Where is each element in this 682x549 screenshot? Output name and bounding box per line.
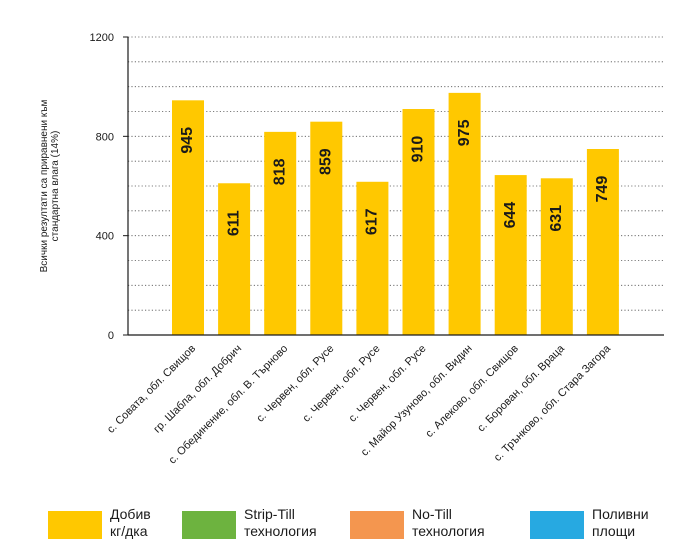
y-axis-label-line: Всички резултати са приравнени към [39,99,50,272]
data-label: 945 [179,127,196,154]
data-label: 644 [502,202,519,229]
bar [540,178,573,335]
y-tick-labels: 0 400 800 1200 [90,32,128,342]
legend-label-strip-till: Strip-Till технология [244,506,317,539]
x-tick-label: с. Червен, обл. Русе [300,343,382,425]
legend-swatch-strip-till [182,511,236,539]
bar-chart: 0 400 800 1200 945 611 818 859 617 910 975 644 631 7… [39,32,664,466]
bar [264,131,297,335]
data-label: 818 [271,158,288,185]
data-label: 631 [548,205,565,232]
legend-swatch-no-till [350,511,404,539]
bar [494,175,527,335]
bar [586,148,619,335]
bar [448,92,481,335]
legend-label-yield: Добив кг/дка [110,506,151,539]
data-label: 749 [594,176,611,203]
x-tick-label: с. Червен, обл. Русе [254,343,336,425]
data-label: 975 [456,119,473,146]
legend: Добив кг/дка Strip-Till технология No-Ti… [0,506,682,549]
data-label: 910 [410,136,427,163]
y-axis-label: Всички резултати са приравнени къмстанда… [39,99,61,272]
x-tick-label: с. Совата, обл. Свищов [105,343,198,436]
legend-label-no-till: No-Till технология [412,506,485,539]
y-tick-label: 400 [96,231,114,243]
y-axis-label-line: стандартна влага (14%) [50,131,61,242]
bar [218,183,251,335]
bar [310,121,343,335]
data-label: 611 [225,210,242,236]
bars: 945 611 818 859 617 910 975 644 631 749 [172,92,619,336]
data-label: 617 [364,208,381,235]
y-tick-label: 0 [108,330,114,342]
x-tick-label: с. Червен, обл. Русе [347,343,429,425]
bar [356,181,389,335]
legend-label-irrigated: Поливни площи [592,506,649,539]
legend-swatch-irrigated [530,511,584,539]
legend-swatch-yield [48,511,102,539]
bar [402,109,435,336]
x-tick-label: гр. Шабла, обл. Добрич [151,343,244,436]
y-tick-label: 1200 [90,32,114,44]
y-tick-label: 800 [96,131,114,143]
gridlines [128,36,664,311]
x-tick-label: с. Алеково, обл. Свищов [423,343,521,441]
data-label: 859 [318,148,335,175]
x-tick-label: с. Борован, обл. Враца [475,342,567,434]
bar [172,100,204,335]
